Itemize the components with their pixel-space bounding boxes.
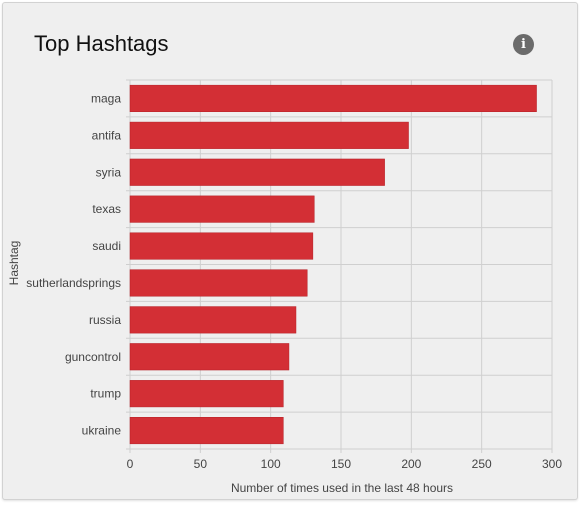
bar-ukraine[interactable] [129,417,284,445]
x-tick-label: 250 [472,457,492,471]
y-tick-label: guncontrol [65,350,121,364]
bar-russia[interactable] [129,306,297,334]
y-tick-label: syria [96,165,122,179]
x-tick-label: 150 [331,457,351,471]
y-tick-label: ukraine [82,424,122,438]
y-tick-label: texas [92,202,121,216]
bar-trump[interactable] [129,380,284,408]
chart-bars [129,84,537,445]
x-tick-label: 200 [401,457,421,471]
y-tick-label: maga [91,91,121,105]
bar-antifa[interactable] [129,121,409,149]
bar-sutherlandsprings[interactable] [129,269,308,297]
bar-texas[interactable] [129,195,315,223]
y-tick-label: trump [90,387,121,401]
x-tick-label: 50 [194,457,208,471]
x-tick-labels: 0 50 100 150 200 250 300 [127,457,563,471]
y-tick-label: sutherlandsprings [26,276,121,290]
y-tick-labels: maga antifa syria texas saudi sutherlandsprin… [26,91,121,437]
x-tick-label: 300 [542,457,562,471]
x-axis-label: Number of times used in the last 48 hour… [231,481,453,495]
x-tick-label: 100 [261,457,281,471]
bar-saudi[interactable] [129,232,314,260]
x-tick-label: 0 [127,457,134,471]
bar-syria[interactable] [129,158,385,186]
bar-maga[interactable] [129,84,537,112]
card-title: Top Hashtags [34,31,169,56]
y-tick-label: antifa [92,128,122,142]
bar-guncontrol[interactable] [129,343,290,371]
y-tick-label: russia [89,313,121,327]
y-axis-label: Hashtag [7,241,21,286]
y-tick-label: saudi [92,239,121,253]
info-icon[interactable]: i [513,34,534,55]
